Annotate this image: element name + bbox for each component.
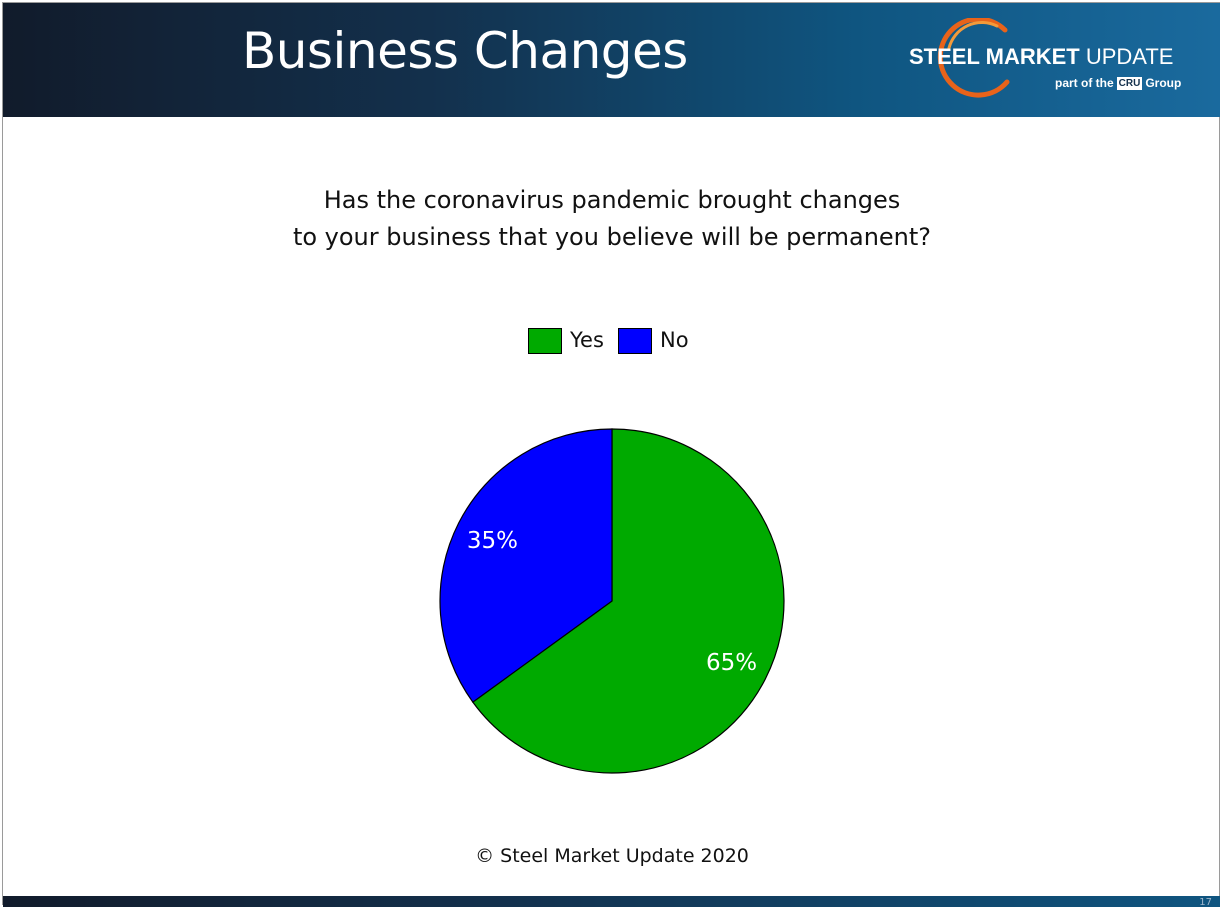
- logo-name-regular: UPDATE: [1085, 44, 1174, 69]
- pie-slice-no: [439, 428, 613, 703]
- logo-sub-prefix: part of the: [1055, 76, 1114, 90]
- legend-swatch-no: [618, 328, 652, 354]
- question-line-2: to your business that you believe will b…: [292, 223, 932, 251]
- page-number: 17: [1199, 897, 1212, 908]
- bottom-bar: [3, 896, 1220, 907]
- logo-subtitle: part of the CRU Group: [1055, 76, 1181, 90]
- pie-slice-yes: [472, 428, 785, 774]
- copyright-footer: © Steel Market Update 2020: [475, 845, 749, 867]
- data-label-no: 35%: [467, 528, 518, 554]
- logo-swoosh-icon: [937, 18, 1010, 98]
- logo-name: STEEL MARKET UPDATE: [909, 44, 1173, 70]
- slide-title: Business Changes: [242, 22, 688, 80]
- legend-label-no: No: [660, 328, 689, 352]
- question-line-1: Has the coronavirus pandemic brought cha…: [323, 186, 901, 214]
- header-bar: [3, 3, 1220, 117]
- logo-name-bold: STEEL MARKET: [909, 44, 1080, 69]
- logo-sub-suffix: Group: [1145, 76, 1182, 90]
- chart-question: Has the coronavirus pandemic brought cha…: [212, 182, 1012, 256]
- data-label-yes: 65%: [706, 650, 757, 676]
- legend-label-yes: Yes: [570, 328, 604, 352]
- steel-market-update-logo: STEEL MARKET UPDATE part of the CRU Group: [905, 16, 1195, 100]
- cru-box: CRU: [1116, 77, 1143, 90]
- legend-swatch-yes: [528, 328, 562, 354]
